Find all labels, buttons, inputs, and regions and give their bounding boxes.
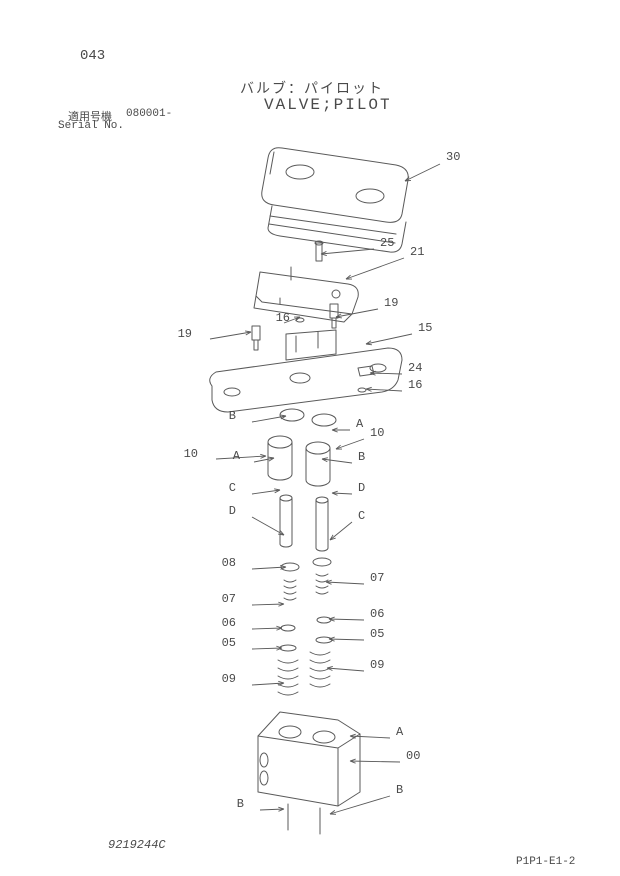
callout-label: C xyxy=(229,481,236,495)
part-07 xyxy=(284,574,328,600)
callout-label: B xyxy=(396,783,403,797)
part-00-body xyxy=(258,712,360,834)
callout-label: 06 xyxy=(370,607,384,621)
page: 043 バルブ：パイロット VALVE;PILOT 適用号機 080001- S… xyxy=(0,0,620,876)
callout-label: 10 xyxy=(370,426,384,440)
callout-label: C xyxy=(358,509,365,523)
callout-label: 09 xyxy=(370,658,384,672)
callout-label: 16 xyxy=(408,378,422,392)
part-10 xyxy=(268,409,336,551)
callout-label: D xyxy=(358,481,365,495)
part-19-left xyxy=(252,326,260,350)
part-05 xyxy=(280,637,332,651)
part-16 xyxy=(296,318,304,322)
callout-label: B xyxy=(358,450,365,464)
callout-label: 05 xyxy=(370,627,384,641)
callout-label: 00 xyxy=(406,749,420,763)
callout-label: D xyxy=(229,504,236,518)
part-09 xyxy=(278,652,330,695)
callout-label: 10 xyxy=(184,447,198,461)
callout-label: 15 xyxy=(418,321,432,335)
callout-label: 08 xyxy=(222,556,236,570)
callout-label: 19 xyxy=(178,327,192,341)
part-24 xyxy=(358,366,374,376)
exploded-diagram: 302521191619152416BA1010ABCDDC0807070606… xyxy=(0,0,620,876)
part-21 xyxy=(254,267,358,322)
part-16b xyxy=(358,388,366,392)
callout-label: 07 xyxy=(370,571,384,585)
callout-label: A xyxy=(396,725,404,739)
part-06 xyxy=(281,617,331,631)
callout-label: B xyxy=(229,409,236,423)
callout-label: 25 xyxy=(380,236,394,250)
callout-label: A xyxy=(356,417,364,431)
callout-label: A xyxy=(233,449,241,463)
callout-label: 05 xyxy=(222,636,236,650)
callout-label: 16 xyxy=(276,311,290,325)
callout-label: 30 xyxy=(446,150,460,164)
callout-label: 07 xyxy=(222,592,236,606)
callout-label: 19 xyxy=(384,296,398,310)
callout-label: 21 xyxy=(410,245,424,259)
part-08 xyxy=(281,558,331,571)
callout-label: 09 xyxy=(222,672,236,686)
callout-label: 06 xyxy=(222,616,236,630)
part-25 xyxy=(315,241,323,261)
callout-label: 24 xyxy=(408,361,422,375)
callout-label: B xyxy=(237,797,244,811)
